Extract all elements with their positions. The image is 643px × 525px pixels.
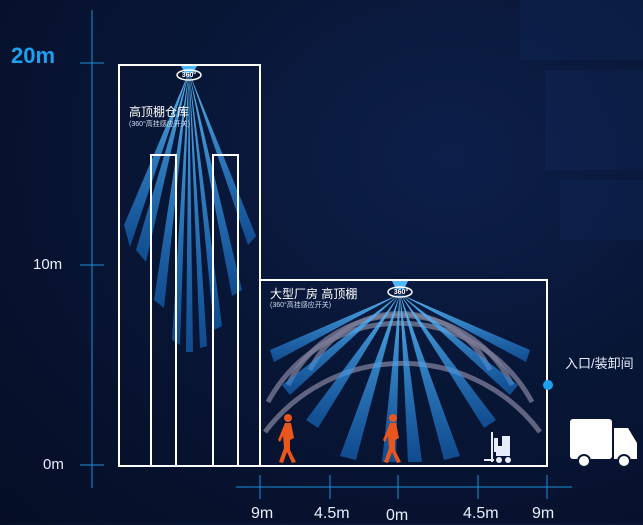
forklift-icon <box>484 432 511 463</box>
factory-outline <box>259 279 548 467</box>
factory-title: 大型厂房 高顶棚 <box>270 287 358 301</box>
rack <box>212 154 239 467</box>
person-icon <box>278 414 296 463</box>
factory-subtitle: (360°高挂感应开关) <box>270 302 332 309</box>
x-label: 0m <box>386 507 409 524</box>
factory-beams <box>270 294 530 462</box>
y-label-20m: 20m <box>11 43 56 68</box>
x-label: 9m <box>251 505 274 522</box>
background-panel <box>520 0 643 60</box>
entrance-label: 入口/装卸间 <box>565 356 634 371</box>
y-label-0m: 0m <box>43 456 64 473</box>
x-label: 4.5m <box>314 505 350 522</box>
warehouse-title: 高顶棚仓库 <box>129 105 190 119</box>
truck-icon <box>570 419 637 468</box>
warehouse-subtitle: (360°高挂感应开关) <box>129 121 191 128</box>
warehouse-sensor-icon <box>176 66 202 81</box>
factory-coverage-arcs <box>263 311 542 434</box>
x-label: 9m <box>532 505 555 522</box>
background-panel <box>560 180 643 240</box>
factory-sensor-label: 360° <box>394 288 409 296</box>
background-panel <box>545 70 643 170</box>
factory-sensor-icon <box>387 281 413 298</box>
rack <box>150 154 177 467</box>
y-label-10m: 10m <box>33 256 63 273</box>
entrance-marker <box>543 380 553 390</box>
warehouse-outline <box>118 64 261 467</box>
person-icon <box>383 414 401 463</box>
x-label: 4.5m <box>463 505 499 522</box>
warehouse-sensor-label: 360° <box>182 71 197 79</box>
